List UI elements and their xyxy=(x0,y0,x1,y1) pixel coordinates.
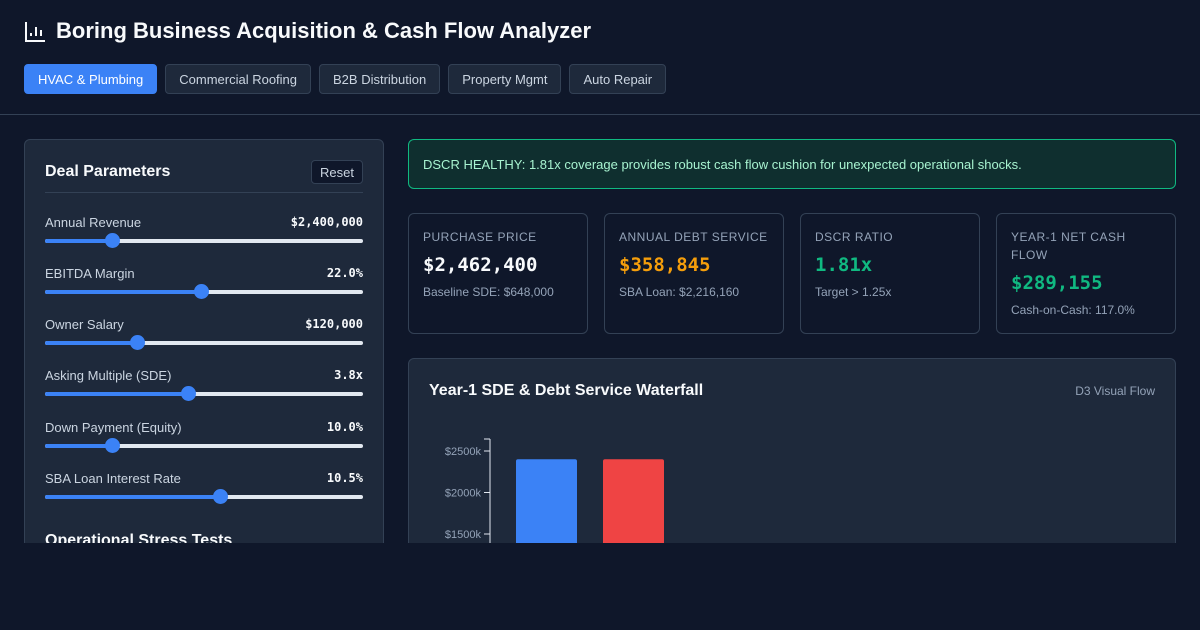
tab-hvac-plumbing[interactable]: HVAC & Plumbing xyxy=(24,64,158,94)
kpi-value: 1.81x xyxy=(815,254,873,276)
tab-commercial-roofing[interactable]: Commercial Roofing xyxy=(165,64,312,94)
param-down-payment: Down Payment (Equity) 10.0% xyxy=(45,420,363,460)
slider-fill xyxy=(45,341,138,345)
tab-property-mgmt[interactable]: Property Mgmt xyxy=(448,64,562,94)
kpi-dscr-ratio: DSCR Ratio 1.81x Target > 1.25x xyxy=(800,213,980,334)
slider-thumb[interactable] xyxy=(212,489,228,504)
kpi-label: Purchase Price xyxy=(423,230,537,244)
slider-fill xyxy=(45,290,201,294)
param-label: Asking Multiple (SDE) xyxy=(45,368,172,383)
deal-parameters-panel: Deal Parameters Reset Annual Revenue $2,… xyxy=(24,139,384,599)
param-value: 22.0% xyxy=(326,266,363,280)
slider-fill xyxy=(45,495,220,499)
chart-tag: D3 Visual Flow xyxy=(1075,384,1155,398)
kpi-subtext: Cash-on-Cash: 117.0% xyxy=(1011,303,1135,317)
y-tick-label: $2500k xyxy=(445,446,482,458)
slider-track[interactable] xyxy=(45,438,363,453)
reset-button[interactable]: Reset xyxy=(311,160,363,184)
kpi-purchase-price: Purchase Price $2,462,400 Baseline SDE: … xyxy=(408,213,588,334)
param-asking-multiple: Asking Multiple (SDE) 3.8x xyxy=(45,368,363,408)
param-label: Annual Revenue xyxy=(45,215,142,230)
param-value: 10.0% xyxy=(326,420,363,434)
param-value: $120,000 xyxy=(305,317,363,331)
param-label: EBITDA Margin xyxy=(45,266,135,281)
param-value: $2,400,000 xyxy=(290,215,363,229)
page-title: Boring Business Acquisition & Cash Flow … xyxy=(56,18,592,43)
slider-thumb[interactable] xyxy=(104,233,120,248)
kpi-net-cash-flow: Year-1 Net Cash Flow $289,155 Cash-on-Ca… xyxy=(996,213,1176,334)
y-tick-label: $1500k xyxy=(445,529,482,541)
param-owner-salary: Owner Salary $120,000 xyxy=(45,317,363,357)
kpi-label: Annual Debt Service xyxy=(619,230,768,244)
kpi-value: $358,845 xyxy=(619,254,711,276)
slider-track[interactable] xyxy=(45,335,363,350)
viewport-cutoff xyxy=(0,543,1200,630)
kpi-value: $2,462,400 xyxy=(423,254,538,276)
param-ebitda-margin: EBITDA Margin 22.0% xyxy=(45,266,363,306)
industry-tabs: HVAC & Plumbing Commercial Roofing B2B D… xyxy=(24,64,667,94)
param-label: Down Payment (Equity) xyxy=(45,420,182,435)
slider-fill xyxy=(45,444,112,448)
slider-track[interactable] xyxy=(45,233,363,248)
kpi-label: DSCR Ratio xyxy=(815,230,894,244)
y-tick-label: $2000k xyxy=(445,488,482,500)
param-interest-rate: SBA Loan Interest Rate 10.5% xyxy=(45,471,363,511)
chart-title: Year-1 SDE & Debt Service Waterfall xyxy=(429,382,704,399)
panel-title: Deal Parameters xyxy=(45,163,171,180)
panel-header: Deal Parameters Reset xyxy=(45,160,363,193)
slider-thumb[interactable] xyxy=(193,284,209,299)
slider-thumb[interactable] xyxy=(181,386,197,401)
kpi-subtext: SBA Loan: $2,216,160 xyxy=(619,285,740,299)
app-header: Boring Business Acquisition & Cash Flow … xyxy=(0,0,1200,115)
kpi-subtext: Baseline SDE: $648,000 xyxy=(423,285,554,299)
slider-track[interactable] xyxy=(45,489,363,504)
kpi-label: Year-1 Net Cash Flow xyxy=(1011,230,1126,262)
bar-chart-icon xyxy=(25,22,45,42)
kpi-annual-debt-service: Annual Debt Service $358,845 SBA Loan: $… xyxy=(604,213,784,334)
kpi-value: $289,155 xyxy=(1011,272,1103,294)
tab-b2b-distribution[interactable]: B2B Distribution xyxy=(319,64,441,94)
param-annual-revenue: Annual Revenue $2,400,000 xyxy=(45,215,363,255)
param-label: SBA Loan Interest Rate xyxy=(45,471,181,486)
title-row: Boring Business Acquisition & Cash Flow … xyxy=(24,18,591,44)
slider-fill xyxy=(45,239,112,243)
param-value: 10.5% xyxy=(326,471,363,485)
slider-thumb[interactable] xyxy=(130,335,146,350)
slider-fill xyxy=(45,392,189,396)
tab-auto-repair[interactable]: Auto Repair xyxy=(569,64,667,94)
slider-track[interactable] xyxy=(45,284,363,299)
param-value: 3.8x xyxy=(334,368,363,382)
slider-thumb[interactable] xyxy=(104,438,120,453)
dscr-status-alert: DSCR HEALTHY: 1.81x coverage provides ro… xyxy=(408,139,1176,189)
kpi-subtext: Target > 1.25x xyxy=(815,285,892,299)
param-label: Owner Salary xyxy=(45,317,124,332)
slider-track[interactable] xyxy=(45,386,363,401)
